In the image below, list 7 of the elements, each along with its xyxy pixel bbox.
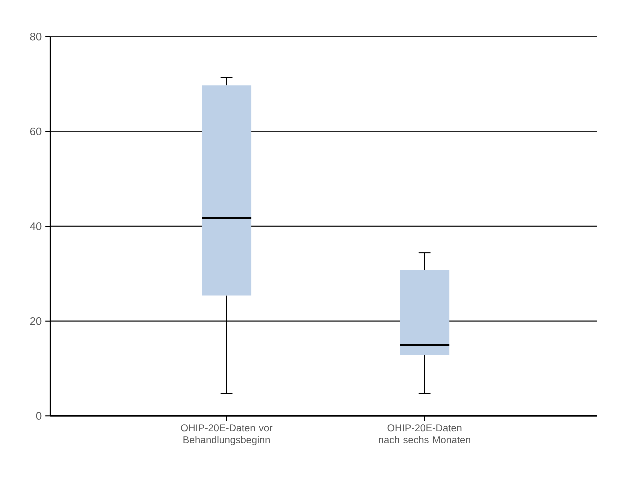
y-tick-label: 80 — [30, 33, 42, 41]
y-tick-label: 60 — [30, 128, 42, 136]
y-tick-label: 20 — [30, 318, 42, 326]
x-tick-label: OHIP-20E-Daten nach sechs Monaten — [379, 424, 470, 444]
x-tick-label: OHIP-20E-Daten vor Behandlungsbeginn — [181, 424, 273, 446]
y-tick-label: 0 — [36, 412, 42, 420]
y-tick-label: 40 — [30, 222, 42, 230]
